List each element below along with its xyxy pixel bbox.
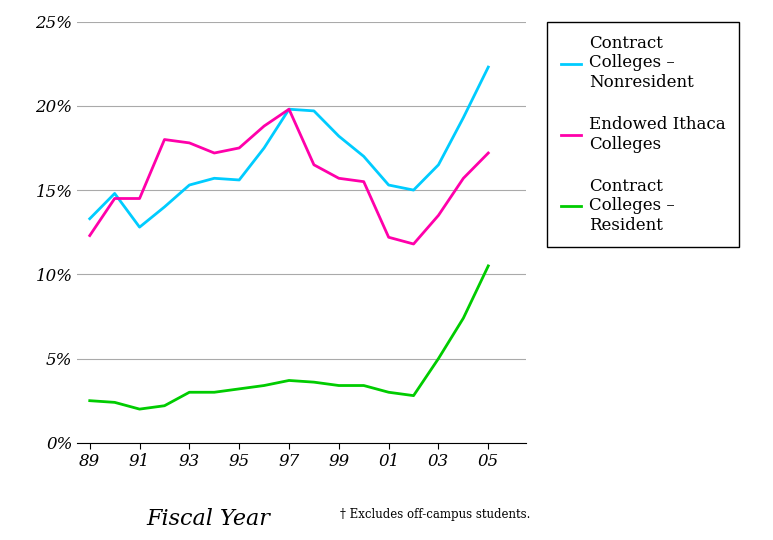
Text: † Excludes off-campus students.: † Excludes off-campus students. [340, 508, 530, 521]
Legend: Contract
Colleges –
Nonresident, Endowed Ithaca
Colleges, Contract
Colleges –
Re: Contract Colleges – Nonresident, Endowed… [547, 22, 739, 247]
Text: Fiscal Year: Fiscal Year [147, 508, 271, 530]
